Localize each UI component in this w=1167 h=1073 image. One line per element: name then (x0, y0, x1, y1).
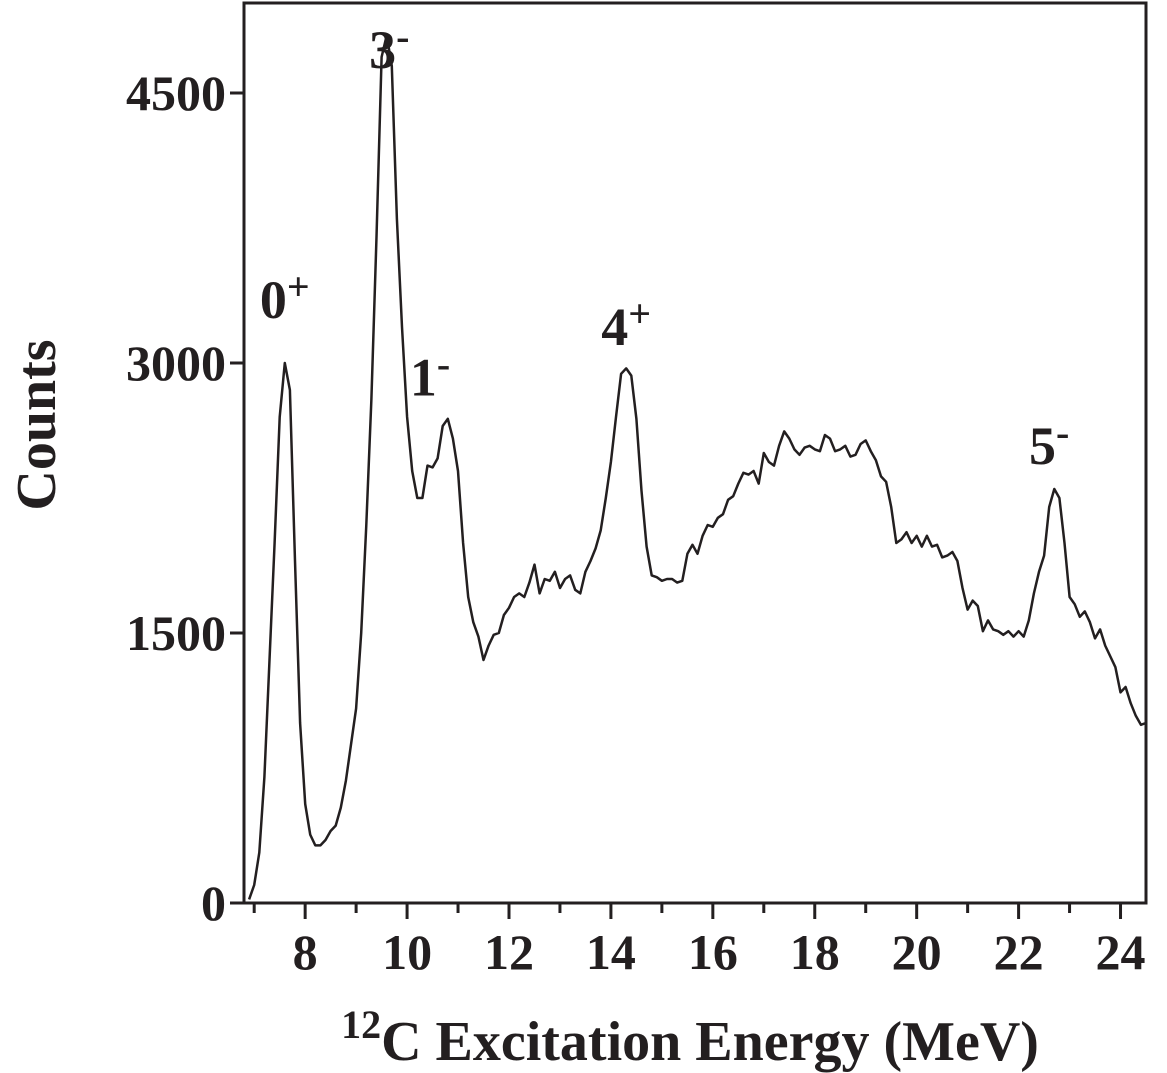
peak-label-5minus: 5- (1029, 410, 1069, 476)
peak-label-1minus: 1- (410, 341, 450, 407)
x-tick-label: 18 (790, 924, 840, 980)
x-axis-title-superscript: 12 (341, 1002, 381, 1047)
peak-label-superscript: - (437, 341, 450, 386)
x-axis-title: 12C Excitation Energy (MeV) (341, 1002, 1039, 1073)
x-tick-label: 24 (1096, 924, 1146, 980)
peak-label-0plus: 0+ (260, 264, 310, 330)
x-tick-label: 14 (586, 924, 636, 980)
x-tick-label: 12 (484, 924, 534, 980)
peak-label-base: 4 (601, 297, 628, 357)
peak-label-base: 1 (410, 347, 437, 407)
plot-frame (242, 1, 1148, 905)
peak-label-superscript: + (287, 264, 310, 309)
y-axis-title: Counts (6, 339, 68, 510)
peak-label-superscript: + (628, 291, 651, 336)
y-axis-ticks: 0 1500 3000 4500 (126, 65, 244, 931)
peak-label-4plus: 4+ (601, 291, 651, 357)
x-tick-label: 8 (293, 924, 318, 980)
peak-annotations: 0+3-1-4+5- (260, 14, 1069, 476)
series-layer (247, 34, 1147, 900)
peak-label-superscript: - (1056, 410, 1069, 455)
spectrum-line (247, 34, 1147, 900)
y-tick-label: 0 (201, 875, 226, 931)
x-tick-label: 10 (382, 924, 432, 980)
peak-label-base: 3 (369, 20, 396, 80)
x-tick-label: 16 (688, 924, 738, 980)
x-tick-label: 22 (994, 924, 1044, 980)
x-axis-title-text: C Excitation Energy (MeV) (381, 1011, 1039, 1073)
y-tick-label: 1500 (126, 605, 226, 661)
peak-label-3minus: 3- (369, 14, 409, 80)
y-tick-label: 3000 (126, 335, 226, 391)
x-axis-ticks: 8 10 12 14 16 18 20 22 24 (252, 903, 1146, 980)
peak-label-superscript: - (396, 14, 409, 59)
x-tick-label: 20 (892, 924, 942, 980)
peak-label-base: 0 (260, 270, 287, 330)
peak-label-base: 5 (1029, 416, 1056, 476)
y-tick-label: 4500 (126, 65, 226, 121)
